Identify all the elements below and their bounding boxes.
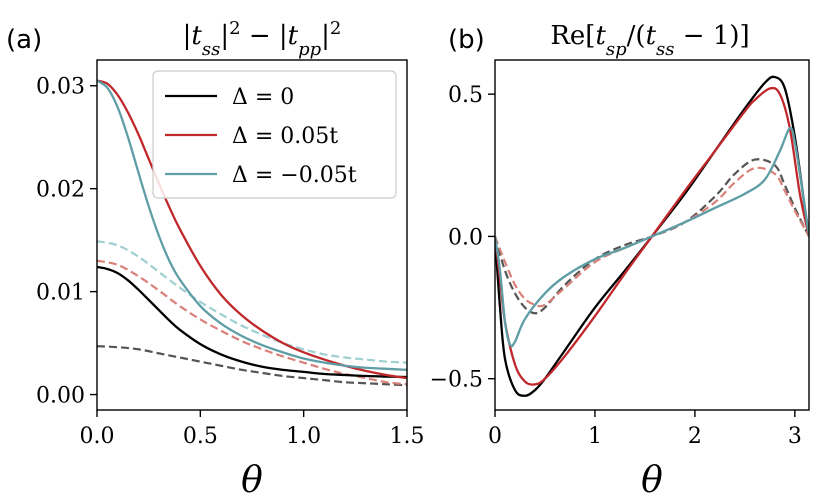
series-line-b-3	[495, 158, 809, 315]
title-part: 2	[330, 18, 341, 39]
legend-label-2: Δ = −0.05t	[232, 163, 357, 188]
title-part: t	[288, 21, 299, 51]
y-tick-label: 0.00	[36, 384, 85, 409]
title-part: |	[321, 21, 330, 51]
y-tick-label: 0.02	[36, 178, 85, 203]
y-tick-label: 0.03	[36, 75, 85, 100]
x-tick-label: 2	[688, 424, 702, 449]
panel-a-label: (a)	[6, 25, 42, 55]
panel-a-title: |tss|2 − |tpp|2	[183, 18, 342, 60]
panel-a-plot-area	[97, 79, 407, 387]
title-part: t	[595, 21, 606, 51]
panel-b: (b) Re[tsp/(tss − 1)] 0 1 2 3−0.50.00.5 θ	[430, 21, 810, 498]
title-part: − |	[241, 21, 288, 51]
title-part: ss	[656, 39, 674, 60]
x-tick-label: 0.5	[183, 424, 218, 449]
series-line-a-3	[97, 345, 407, 387]
x-tick-label: 1.5	[390, 424, 425, 449]
title-part: − 1)]	[675, 21, 750, 51]
x-tick-label: 0	[488, 424, 502, 449]
series-line-a-0	[97, 265, 407, 379]
y-tick-label: 0.5	[448, 83, 483, 108]
legend-box	[152, 70, 397, 199]
panel-a-frame	[96, 59, 408, 411]
x-tick-label: 3	[788, 424, 802, 449]
title-part: t	[191, 21, 202, 51]
series-line-a-5	[97, 240, 407, 364]
series-line-a-2	[97, 79, 407, 371]
title-part: |	[220, 21, 229, 51]
series-line-b-1	[495, 86, 809, 386]
title-part: 2	[229, 18, 240, 39]
legend: Δ = 0 Δ = 0.05t Δ = −0.05t	[152, 70, 397, 199]
legend-label-0: Δ = 0	[232, 85, 294, 110]
panel-b-label: (b)	[448, 25, 485, 55]
title-part: /(	[627, 21, 646, 51]
x-tick-label: 0.0	[80, 424, 115, 449]
panel-a: (a) |tss|2 − |tpp|2 0.0 0.5 1.0 1.50.000.01…	[6, 18, 425, 498]
y-tick-label: 0.0	[448, 225, 483, 250]
x-tick-label: 1.0	[286, 424, 321, 449]
title-part: pp	[298, 39, 322, 60]
panel-b-xlabel: θ	[641, 460, 663, 498]
series-line-b-2	[495, 126, 809, 348]
panel-a-xlabel: θ	[241, 460, 263, 498]
legend-label-1: Δ = 0.05t	[232, 124, 338, 149]
title-part: sp	[606, 39, 627, 60]
title-part: Re[	[550, 21, 595, 51]
panel-a-ticks: 0.0 0.5 1.0 1.5 0.00 0.01 0.02 0.03	[36, 75, 424, 449]
panel-b-title: Re[tsp/(tss − 1)]	[550, 21, 749, 60]
panel-b-plot-area	[495, 75, 809, 397]
title-part: ss	[202, 39, 220, 60]
title-part: |	[183, 21, 192, 51]
y-tick-label: −0.5	[430, 368, 483, 393]
x-tick-label: 1	[588, 424, 602, 449]
title-part: t	[646, 21, 657, 51]
y-tick-label: 0.01	[36, 281, 85, 306]
panel-b-frame	[494, 59, 810, 411]
panel-b-ticks: 0 1 2 3 −0.5 0.0 0.5	[430, 83, 802, 449]
